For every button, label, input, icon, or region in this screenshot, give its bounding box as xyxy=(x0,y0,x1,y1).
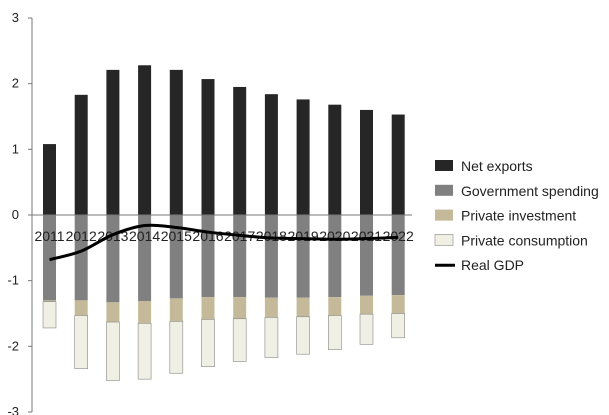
legend-label-real-gdp: Real GDP xyxy=(461,257,524,273)
bar-net-exports-2012 xyxy=(74,94,88,215)
bar-government-spending-2022 xyxy=(391,215,405,296)
x-tick-label: 2018 xyxy=(256,228,287,244)
bar-private-consumption-2017 xyxy=(232,318,247,362)
bar-private-consumption-2012 xyxy=(74,315,88,369)
bar-government-spending-2016 xyxy=(201,215,215,298)
legend: Net exports Government spending Private in… xyxy=(434,158,599,273)
legend-swatch-government-spending xyxy=(435,184,453,196)
bar-net-exports-2011 xyxy=(43,144,56,215)
bar-government-spending-2021 xyxy=(360,215,373,296)
bar-private-investment-2021 xyxy=(360,295,373,315)
bar-private-investment-2018 xyxy=(264,297,278,318)
bar-private-investment-2016 xyxy=(201,297,215,320)
bar-government-spending-2014 xyxy=(138,215,152,302)
bar-government-spending-2019 xyxy=(296,215,310,298)
bar-net-exports-2016 xyxy=(201,79,215,215)
bar-private-consumption-2020 xyxy=(327,315,342,350)
x-tick-label: 2021 xyxy=(351,228,382,244)
y-tick-label: -3 xyxy=(7,404,19,415)
bar-net-exports-2018 xyxy=(264,94,278,215)
x-tick-label: 2022 xyxy=(383,228,414,244)
bar-government-spending-2015 xyxy=(169,215,183,299)
bar-government-spending-2011 xyxy=(43,215,56,301)
bar-private-investment-2022 xyxy=(391,295,405,314)
bar-private-consumption-2015 xyxy=(169,321,184,374)
x-tick-label: 2011 xyxy=(34,228,64,244)
bar-private-investment-2012 xyxy=(74,300,88,316)
bar-private-investment-2020 xyxy=(328,297,342,316)
legend-label-net-exports: Net exports xyxy=(461,158,533,174)
y-tick-label: -1 xyxy=(7,273,19,288)
bar-private-investment-2015 xyxy=(169,298,183,322)
bar-net-exports-2014 xyxy=(138,65,152,215)
y-tick-label: 0 xyxy=(12,207,19,222)
bar-net-exports-2017 xyxy=(233,86,247,215)
y-tick-label: 2 xyxy=(12,76,19,91)
bar-net-exports-2013 xyxy=(106,69,120,215)
bar-government-spending-2020 xyxy=(328,215,342,298)
bar-private-investment-2014 xyxy=(138,301,152,324)
legend-label-private-consumption: Private consumption xyxy=(461,232,588,248)
bar-private-consumption-2022 xyxy=(391,313,406,339)
legend-label-government-spending: Government spending xyxy=(461,183,599,199)
x-tick-label: 2020 xyxy=(319,228,350,244)
bar-net-exports-2015 xyxy=(169,69,183,215)
bar-net-exports-2019 xyxy=(296,99,310,215)
bar-private-consumption-2018 xyxy=(264,317,279,358)
bar-private-consumption-2011 xyxy=(42,301,57,329)
bar-private-investment-2011 xyxy=(43,300,56,302)
line-real-gdp xyxy=(49,223,399,262)
x-tick-label: 2012 xyxy=(66,228,97,244)
y-tick-label: 3 xyxy=(12,10,19,25)
y-tick-label: -2 xyxy=(7,338,19,353)
bar-private-investment-2013 xyxy=(106,302,120,323)
legend-swatch-private-consumption xyxy=(434,234,454,246)
bar-private-consumption-2013 xyxy=(106,321,120,381)
x-tick-label: 2014 xyxy=(129,228,160,244)
legend-swatch-net-exports xyxy=(435,160,453,171)
x-tick-label: 2015 xyxy=(161,228,192,244)
bar-net-exports-2020 xyxy=(328,104,342,215)
legend-swatch-private-investment xyxy=(435,209,453,221)
bar-private-consumption-2016 xyxy=(201,319,215,367)
bar-net-exports-2021 xyxy=(360,109,373,215)
x-tick-label: 2019 xyxy=(288,228,319,244)
bar-private-investment-2019 xyxy=(296,297,310,317)
bar-net-exports-2022 xyxy=(391,114,405,215)
bar-private-consumption-2019 xyxy=(296,316,310,355)
legend-label-private-investment: Private investment xyxy=(461,208,576,224)
bar-government-spending-2012 xyxy=(74,215,88,301)
bar-private-consumption-2014 xyxy=(137,323,152,380)
bar-government-spending-2018 xyxy=(264,215,278,298)
bar-private-consumption-2021 xyxy=(359,313,374,345)
y-tick-label: 1 xyxy=(12,141,19,156)
bar-private-investment-2017 xyxy=(233,297,247,319)
